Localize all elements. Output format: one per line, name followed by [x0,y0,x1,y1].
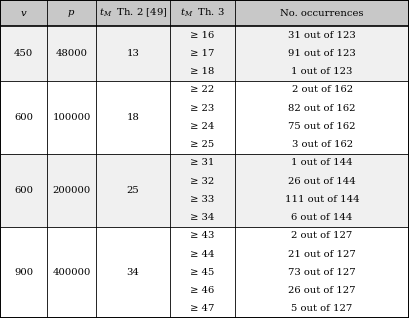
Text: ≥ 32: ≥ 32 [190,177,215,186]
Text: 6 out of 144: 6 out of 144 [291,213,353,222]
Text: 31 out of 123: 31 out of 123 [288,31,356,40]
Text: ≥ 16: ≥ 16 [190,31,215,40]
Text: 111 out of 144: 111 out of 144 [285,195,360,204]
Bar [0,81,409,154]
Text: 900: 900 [14,268,33,277]
Text: 21 out of 127: 21 out of 127 [288,250,356,259]
Text: ≥ 24: ≥ 24 [190,122,215,131]
Text: ≥ 44: ≥ 44 [190,250,215,259]
Text: ≥ 33: ≥ 33 [190,195,215,204]
Bar [0,154,409,227]
Text: ≥ 31: ≥ 31 [190,158,215,167]
Text: 600: 600 [14,186,33,195]
Text: 400000: 400000 [52,268,91,277]
Text: 600: 600 [14,113,33,122]
Text: ≥ 18: ≥ 18 [190,67,215,76]
Text: 18: 18 [126,113,139,122]
Text: ≥ 25: ≥ 25 [190,140,215,149]
Bar [0,227,409,318]
Bar [0,26,409,81]
Text: 75 out of 162: 75 out of 162 [288,122,356,131]
Text: ≥ 45: ≥ 45 [190,268,215,277]
Text: ≥ 43: ≥ 43 [190,232,215,240]
Text: 100000: 100000 [52,113,91,122]
Text: $v$: $v$ [20,9,27,17]
Text: 2 out of 127: 2 out of 127 [292,232,353,240]
Text: 1 out of 123: 1 out of 123 [291,67,353,76]
Text: 450: 450 [14,49,33,58]
Text: $t_M$  Th. 3: $t_M$ Th. 3 [180,7,225,19]
Text: 73 out of 127: 73 out of 127 [288,268,356,277]
Text: 2 out of 162: 2 out of 162 [292,86,353,94]
Text: 82 out of 162: 82 out of 162 [288,104,356,113]
Text: 48000: 48000 [56,49,88,58]
Text: ≥ 23: ≥ 23 [190,104,215,113]
Text: 13: 13 [126,49,139,58]
Text: 5 out of 127: 5 out of 127 [292,304,353,313]
Text: 26 out of 127: 26 out of 127 [288,286,356,295]
Text: ≥ 47: ≥ 47 [190,304,215,313]
Text: 3 out of 162: 3 out of 162 [292,140,353,149]
Text: 1 out of 144: 1 out of 144 [291,158,353,167]
Text: ≥ 22: ≥ 22 [190,86,215,94]
Text: 91 out of 123: 91 out of 123 [288,49,356,58]
Text: $p$: $p$ [67,8,76,18]
Text: 200000: 200000 [52,186,91,195]
Text: $t_M$  Th. 2 [49]: $t_M$ Th. 2 [49] [99,7,167,19]
Text: 34: 34 [126,268,139,277]
Text: 26 out of 144: 26 out of 144 [288,177,356,186]
Text: 25: 25 [126,186,139,195]
Text: ≥ 17: ≥ 17 [190,49,215,58]
Text: No. occurrences: No. occurrences [280,9,364,17]
Text: ≥ 46: ≥ 46 [190,286,215,295]
Bar [0,0,409,26]
Text: ≥ 34: ≥ 34 [190,213,215,222]
